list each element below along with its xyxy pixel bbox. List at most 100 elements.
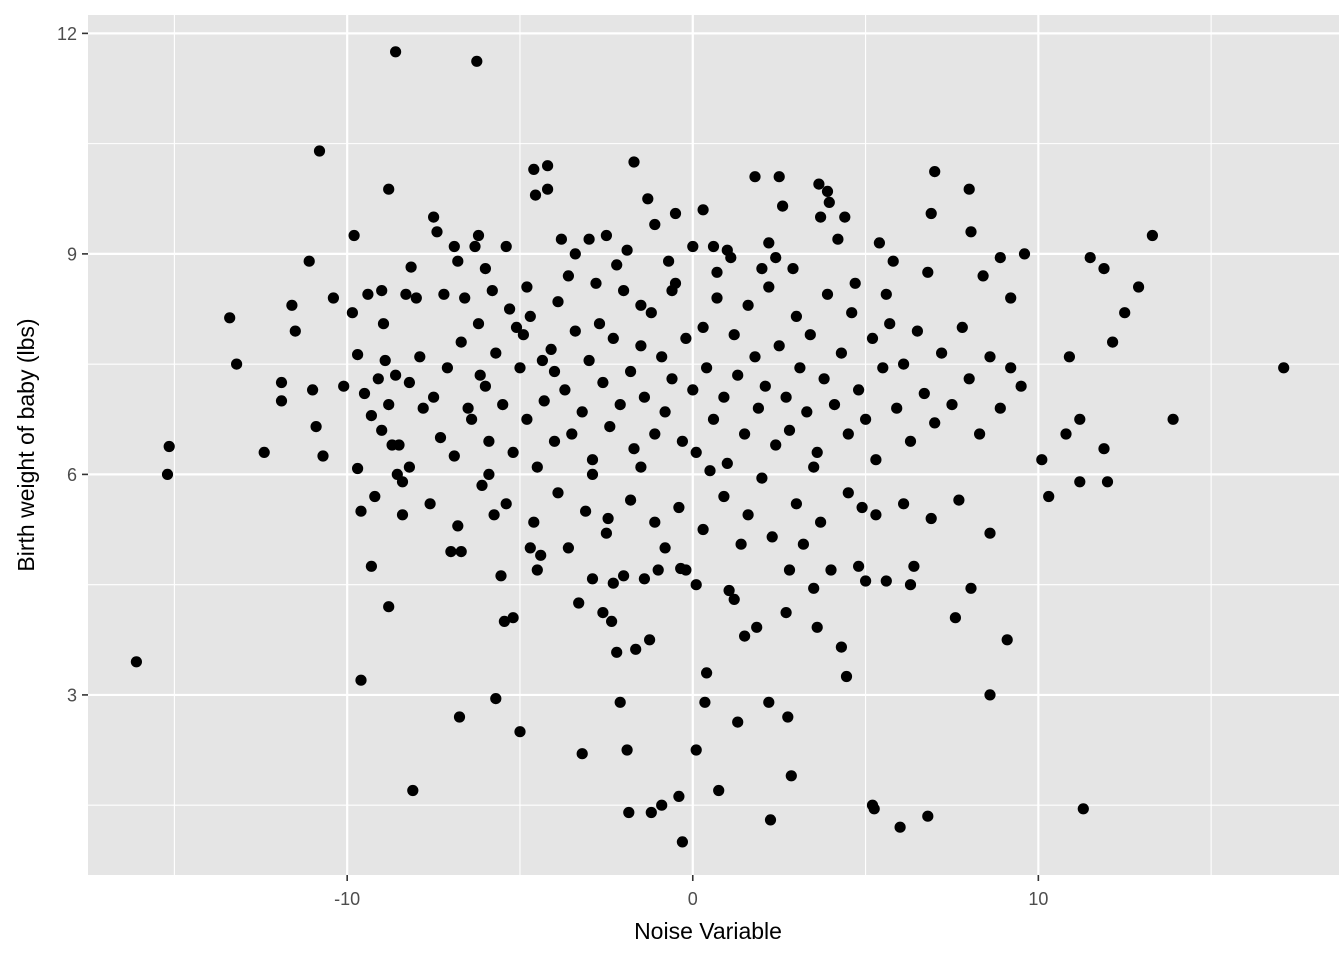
data-point <box>1036 454 1048 466</box>
data-point <box>718 490 730 503</box>
data-point <box>327 292 339 304</box>
data-point <box>573 597 585 609</box>
data-point <box>711 292 723 304</box>
data-point <box>707 413 720 425</box>
data-point <box>531 564 543 576</box>
data-point <box>431 226 443 238</box>
data-point <box>1107 336 1119 348</box>
data-point <box>649 516 661 528</box>
data-point <box>377 318 390 330</box>
data-point <box>898 498 910 510</box>
data-point <box>732 369 744 381</box>
data-point <box>856 501 868 514</box>
data-point <box>602 512 614 525</box>
data-point <box>711 266 723 278</box>
data-point <box>497 399 509 411</box>
data-point <box>782 711 794 723</box>
data-point <box>483 435 495 447</box>
data-point <box>690 744 702 756</box>
data-point <box>372 373 384 385</box>
data-point <box>965 582 977 594</box>
data-point <box>548 435 561 447</box>
data-point <box>590 277 602 289</box>
data-point <box>600 527 613 539</box>
data-point <box>528 516 540 528</box>
data-point <box>821 185 834 197</box>
data-point <box>766 531 778 543</box>
data-point <box>600 229 613 242</box>
data-point <box>258 446 270 458</box>
data-point <box>1001 634 1013 646</box>
data-point <box>853 560 865 572</box>
data-point <box>383 601 395 613</box>
data-point <box>656 351 668 363</box>
data-point <box>780 391 792 403</box>
data-point <box>507 612 519 624</box>
data-point <box>490 347 502 359</box>
data-point <box>428 211 440 223</box>
data-point <box>763 281 775 293</box>
x-axis-ticks: -10 0 10 <box>334 875 1048 909</box>
data-point <box>870 509 882 521</box>
data-point <box>866 332 879 344</box>
data-point <box>1074 476 1086 488</box>
data-point <box>832 233 844 245</box>
data-point <box>801 406 813 418</box>
y-tick-label: 3 <box>67 685 77 705</box>
data-point <box>840 670 853 683</box>
data-point <box>466 413 478 425</box>
data-point <box>289 325 301 337</box>
data-point <box>680 332 692 344</box>
data-point <box>538 395 550 407</box>
data-point <box>656 799 668 811</box>
data-point <box>393 439 405 451</box>
data-point <box>699 696 711 708</box>
data-point <box>396 476 409 488</box>
data-point <box>697 321 709 333</box>
data-point <box>853 384 865 396</box>
data-point <box>403 461 415 473</box>
minor-gridlines <box>88 15 1339 875</box>
data-point <box>749 351 761 363</box>
data-point <box>614 696 626 708</box>
data-points <box>130 46 1290 848</box>
data-point <box>303 255 315 267</box>
data-point <box>846 307 858 319</box>
data-point <box>500 498 512 510</box>
data-point <box>673 501 685 514</box>
data-point <box>977 270 989 282</box>
data-point <box>756 263 768 275</box>
data-point <box>835 347 848 359</box>
data-point <box>725 252 737 264</box>
data-point <box>635 461 647 473</box>
data-point <box>630 643 642 655</box>
data-point <box>821 288 834 300</box>
data-point <box>1278 362 1290 374</box>
data-point <box>414 351 426 363</box>
data-point <box>407 784 419 797</box>
data-point <box>994 402 1006 414</box>
data-point <box>898 358 910 370</box>
data-point <box>635 340 647 352</box>
major-gridlines <box>88 15 1339 875</box>
data-point <box>870 454 882 466</box>
data-point <box>828 399 841 411</box>
data-point <box>352 349 364 361</box>
data-point <box>521 413 533 425</box>
data-point <box>808 582 820 594</box>
data-point <box>638 573 651 585</box>
x-axis-title: Noise Variable <box>634 918 782 944</box>
data-point <box>358 387 371 400</box>
data-point <box>379 354 391 367</box>
data-point <box>355 505 367 517</box>
data-point <box>441 362 453 374</box>
data-point <box>545 343 557 355</box>
data-point <box>676 435 689 447</box>
data-point <box>1015 380 1027 392</box>
data-point <box>728 593 740 606</box>
data-point <box>410 292 422 304</box>
data-point <box>839 211 851 223</box>
data-point <box>507 446 519 458</box>
data-point <box>984 689 996 701</box>
data-point <box>555 233 568 245</box>
